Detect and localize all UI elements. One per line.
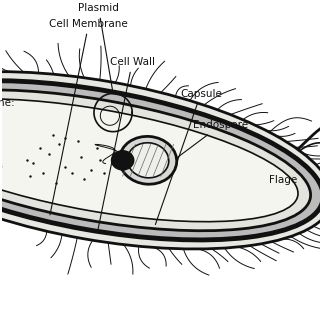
Text: Cell Wall: Cell Wall: [98, 57, 155, 231]
Ellipse shape: [111, 151, 134, 170]
Text: Flage: Flage: [269, 175, 297, 185]
Text: Plasmid: Plasmid: [78, 3, 119, 91]
Text: Cell Membrane: Cell Membrane: [49, 19, 128, 215]
Ellipse shape: [0, 72, 320, 249]
Ellipse shape: [127, 143, 169, 178]
Ellipse shape: [0, 99, 298, 222]
Ellipse shape: [0, 164, 2, 169]
Ellipse shape: [0, 81, 320, 240]
Text: Capsule: Capsule: [156, 89, 222, 225]
Ellipse shape: [119, 136, 177, 184]
Text: Endospore: Endospore: [176, 120, 248, 159]
Text: ne:: ne:: [0, 98, 15, 108]
Ellipse shape: [0, 90, 311, 231]
